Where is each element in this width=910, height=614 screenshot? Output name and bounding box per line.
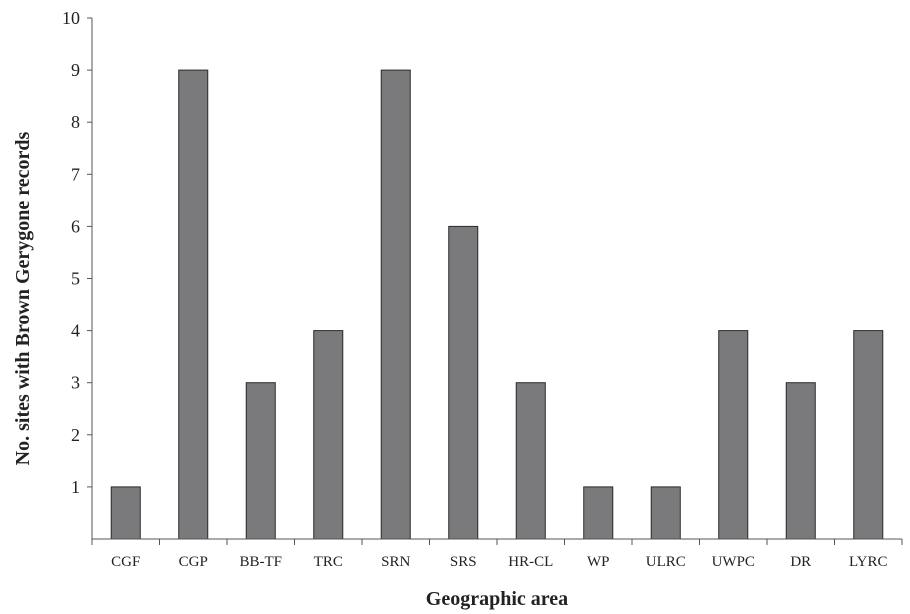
x-tick-label: LYRC — [849, 554, 888, 570]
x-tick-label: BB-TF — [239, 554, 282, 570]
y-axis-title: No. sites with Brown Gerygone records — [12, 131, 34, 465]
y-tick-label: 10 — [62, 8, 80, 28]
bar-cgf — [110, 486, 141, 540]
y-tick-label: 4 — [71, 321, 80, 341]
bar-srn — [380, 69, 411, 540]
x-tick-label: WP — [587, 554, 610, 570]
bar-uwpc — [718, 330, 749, 540]
x-tick-label: CGF — [111, 554, 140, 570]
x-axis-title: Geographic area — [426, 588, 568, 610]
bar-wp — [583, 486, 614, 540]
y-tick-label: 6 — [71, 216, 80, 236]
x-tick-label: HR-CL — [508, 554, 553, 570]
y-tick-label: 9 — [71, 60, 80, 80]
x-tick-label: DR — [790, 554, 811, 570]
bar-dr — [785, 382, 816, 540]
bars-group — [110, 69, 884, 540]
bar-bb-tf — [245, 382, 276, 540]
bar-hr-cl — [515, 382, 546, 540]
bar-ulrc — [650, 486, 681, 540]
bar-srs — [448, 225, 479, 540]
bar-lyrc — [853, 330, 884, 540]
y-tick-label: 3 — [71, 373, 80, 393]
bar-trc — [313, 330, 344, 540]
y-tick-label: 7 — [71, 164, 80, 184]
y-tick-label: 8 — [71, 112, 80, 132]
x-tick-label: SRN — [381, 554, 410, 570]
x-tick-label: TRC — [314, 554, 343, 570]
y-tick-label: 2 — [71, 425, 80, 445]
y-axis-ticks: 1 2 3 4 5 6 7 8 9 10 — [62, 8, 92, 497]
bar-cgp — [178, 69, 209, 540]
x-tick-label: ULRC — [646, 554, 686, 570]
x-axis-ticks: CGF CGP BB-TF TRC SRN SRS HR-CL WP ULRC UWPC DR LYR… — [91, 539, 903, 570]
y-tick-label: 5 — [71, 269, 80, 289]
x-tick-label: CGP — [179, 554, 208, 570]
x-tick-label: UWPC — [712, 554, 755, 570]
x-tick-label: SRS — [450, 554, 477, 570]
y-tick-label: 1 — [71, 477, 80, 497]
